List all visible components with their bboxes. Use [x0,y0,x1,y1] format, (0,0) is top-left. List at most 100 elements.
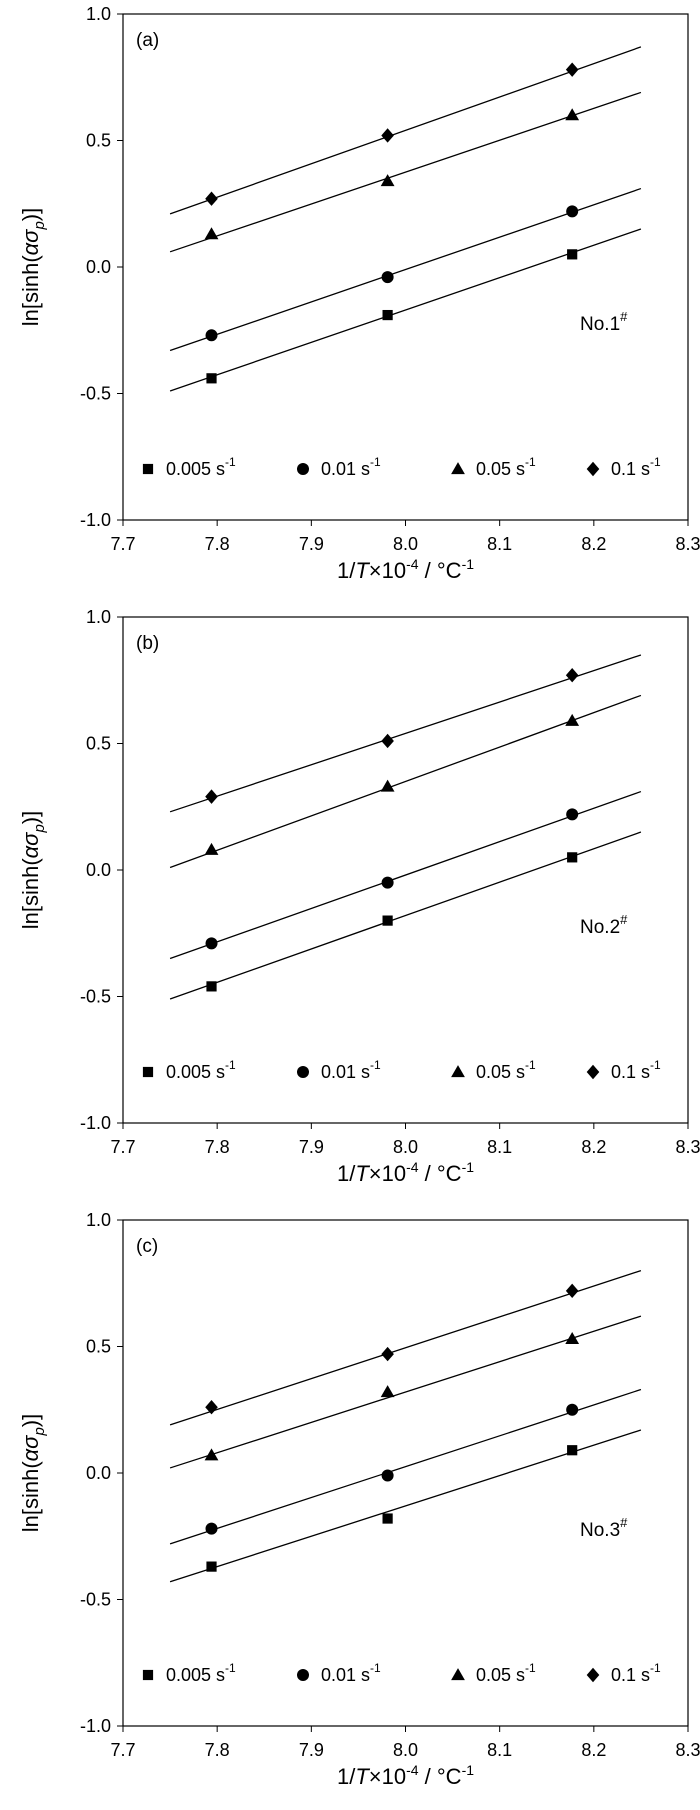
x-tick-label: 8.2 [581,1740,606,1760]
data-point [382,1513,393,1524]
series-2 [169,91,642,253]
data-point [382,915,393,926]
y-tick-label: 0.5 [86,734,111,754]
legend: 0.005 s-1 0.01 s-1 0.05 s-1 0.1 s-1 [142,1661,661,1685]
legend-label: 0.005 s-1 [166,1058,236,1082]
data-point [205,191,218,206]
legend-marker [586,461,600,477]
legend: 0.005 s-1 0.01 s-1 0.05 s-1 0.1 s-1 [142,1058,661,1082]
data-point [566,808,579,821]
fit-line [169,1429,642,1583]
plot-frame [122,1219,689,1727]
x-tick-label: 8.3 [675,1137,700,1157]
series-3 [169,1269,642,1426]
fit-line [169,694,642,869]
fit-line [169,91,642,253]
legend-marker [451,1065,465,1078]
data-point [380,779,395,792]
data-point [205,937,218,950]
fit-line [169,654,642,813]
y-tick-label: -0.5 [80,987,111,1007]
legend-marker [451,462,465,475]
data-point [565,108,580,121]
x-tick-label: 8.3 [675,1740,700,1760]
legend-marker [142,1066,154,1078]
legend-label: 0.1 s-1 [611,1058,661,1082]
data-point [380,1385,395,1398]
series-2 [169,1315,642,1469]
series-1 [169,1388,642,1545]
x-tick-label: 7.9 [299,534,324,554]
x-tick-label: 7.8 [205,1137,230,1157]
data-point [566,205,579,218]
data-point [381,733,394,749]
sample-annotation: No.2# [580,912,628,938]
y-axis-label: ln[sinh(ασp)] [18,1414,48,1533]
sample-annotation: No.1# [580,309,628,335]
legend-label: 0.005 s-1 [166,455,236,479]
data-point [565,1332,580,1345]
legend-marker [586,1064,600,1080]
legend-label: 0.05 s-1 [476,455,536,479]
legend-marker [142,463,154,475]
data-point [206,1561,217,1572]
fit-line [169,1315,642,1469]
data-point [565,1283,579,1299]
data-point [381,271,394,284]
fit-line [169,1388,642,1545]
series-3 [169,46,642,215]
data-point [204,842,219,855]
data-point [565,62,579,77]
panel-label: (a) [136,30,159,51]
legend-label: 0.05 s-1 [476,1058,536,1082]
x-tick-label: 7.7 [110,1740,135,1760]
data-point [567,1445,578,1456]
data-point [567,249,578,260]
sample-annotation: No.3# [580,1515,628,1541]
fit-line [169,831,642,1000]
x-tick-label: 7.7 [110,534,135,554]
legend-label: 0.01 s-1 [321,455,381,479]
legend-label: 0.01 s-1 [321,1661,381,1685]
data-point [206,981,217,992]
legend-label: 0.01 s-1 [321,1058,381,1082]
x-tick-label: 7.9 [299,1740,324,1760]
data-point [204,1448,219,1461]
y-tick-label: 0.0 [86,1463,111,1483]
data-point [381,876,394,889]
legend-marker [142,1669,154,1681]
legend-label: 0.005 s-1 [166,1661,236,1685]
x-tick-label: 8.0 [393,1137,418,1157]
data-point [567,852,578,863]
x-tick-label: 8.0 [393,1740,418,1760]
chart-panel-b: 7.7 7.8 7.9 8.0 8.1 8.2 8.3 -1.0 -0.5 0.0 0.5 1.0 1/… [0,603,700,1206]
y-tick-label: -0.5 [80,384,111,404]
legend-marker [297,463,309,475]
data-point [206,373,217,384]
plot-frame [122,13,689,521]
series-2 [169,694,642,869]
legend-label: 0.05 s-1 [476,1661,536,1685]
chart-a: 7.7 7.8 7.9 8.0 8.1 8.2 8.3 -1.0 -0.5 0.0 0.5 1.0 1/… [18,4,700,583]
y-axis-label: ln[sinh(ασp)] [18,811,48,930]
panel-label: (b) [136,633,159,654]
chart-panel-c: 7.7 7.8 7.9 8.0 8.1 8.2 8.3 -1.0 -0.5 0.0 0.5 1.0 1/… [0,1206,700,1809]
data-point [565,667,579,683]
y-tick-label: 0.0 [86,860,111,880]
data-point [205,789,218,804]
y-tick-label: 1.0 [86,1210,111,1230]
y-tick-label: -1.0 [80,1113,111,1133]
panel-label: (c) [136,1236,158,1257]
legend-marker [451,1668,465,1681]
data-point [204,227,219,240]
plot-frame [122,616,689,1124]
data-point [381,1346,394,1362]
x-axis-label: 1/T×10-4 / °C-1 [337,1159,474,1186]
y-axis-label: ln[sinh(ασp)] [18,208,48,327]
data-point [205,1522,218,1535]
data-point [566,1403,579,1416]
legend-label: 0.1 s-1 [611,1661,661,1685]
data-point [380,174,395,187]
y-tick-label: 1.0 [86,607,111,627]
fit-line [169,46,642,215]
